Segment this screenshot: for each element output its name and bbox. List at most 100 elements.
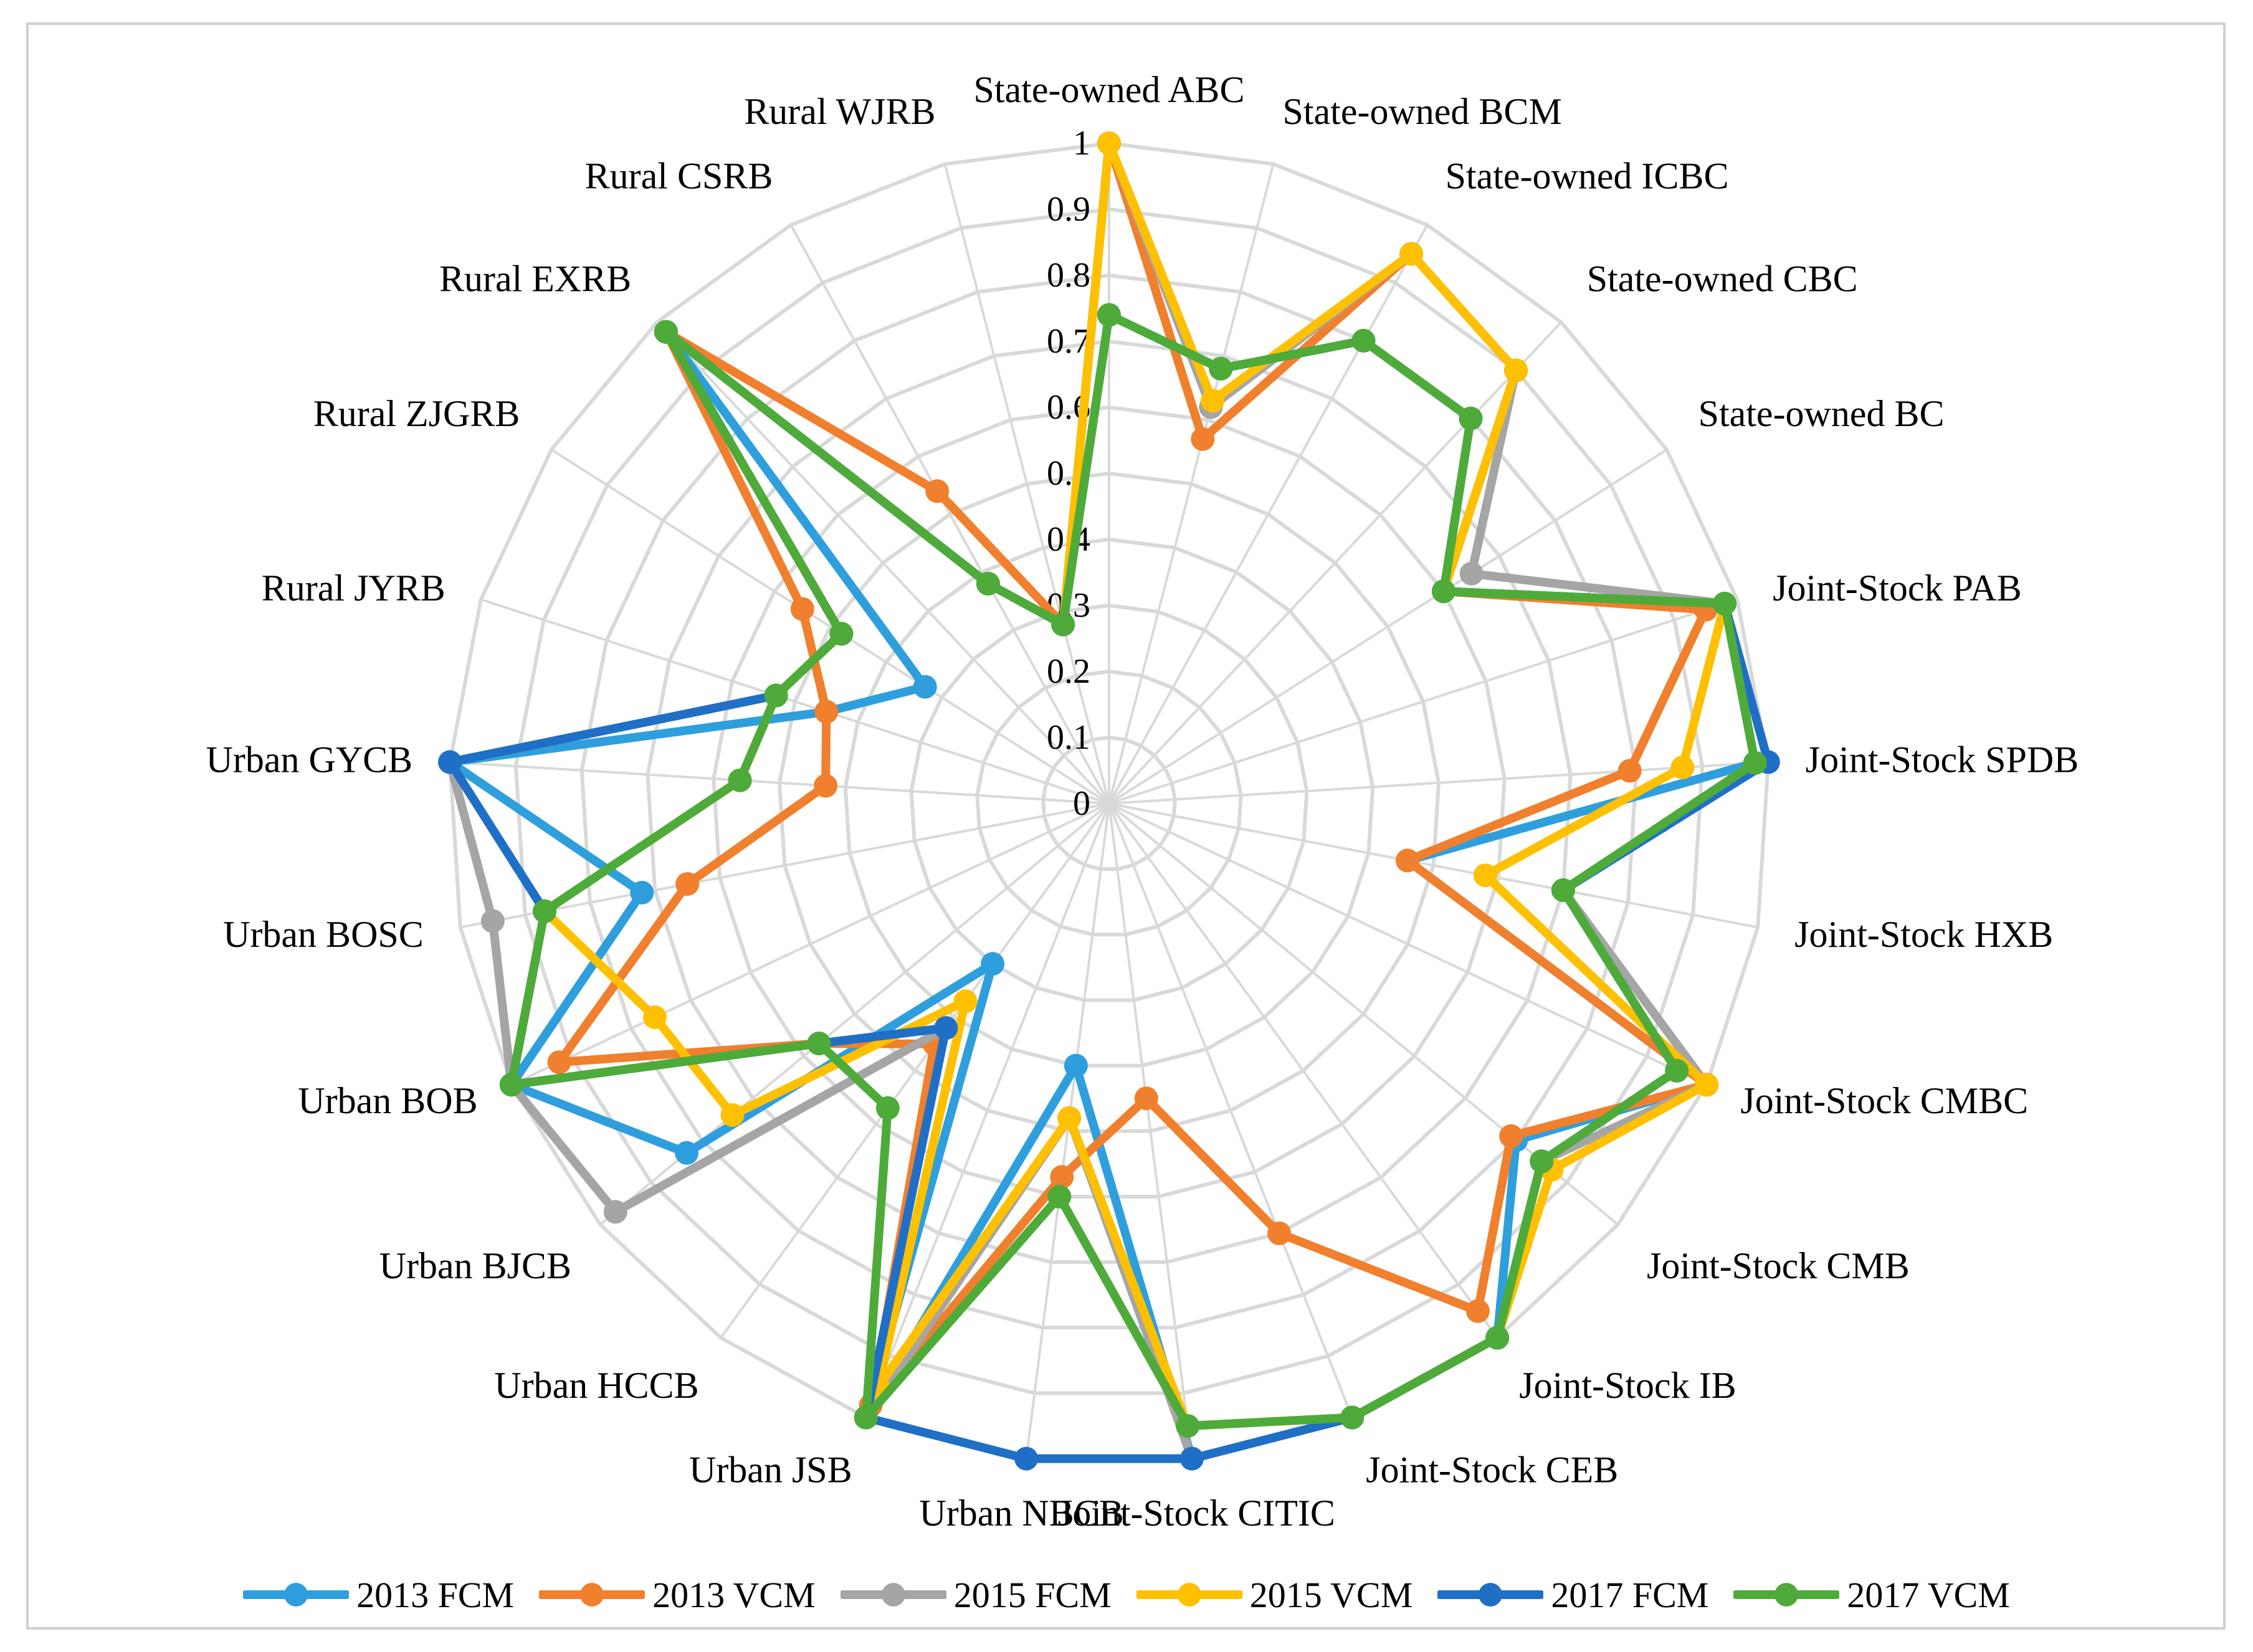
category-label: State-owned CBC [1587,259,1858,300]
legend-item: 2017 FCM [1437,1574,1708,1616]
legend-item: 2013 VCM [539,1574,816,1616]
tick-label: 0.8 [1047,256,1090,295]
data-point [480,909,505,933]
data-point [1176,1414,1200,1438]
spoke [1108,761,1769,805]
grid-ring-1 [1041,735,1177,871]
spoke [1108,802,1498,1339]
data-point [976,572,1000,596]
data-point [1047,1185,1072,1208]
legend-label: 2017 VCM [1847,1574,2010,1615]
data-point [875,1096,900,1120]
category-label: Joint-Stock SPDB [1806,739,2079,781]
data-point [1051,612,1075,637]
data-point [814,700,839,724]
data-point [1617,759,1642,783]
data-point [675,1141,699,1165]
data-point [1459,561,1484,586]
category-label: Urban BJCB [379,1245,571,1286]
spoke [789,224,1110,804]
tick-label: 0.2 [1047,652,1090,691]
data-point [1713,592,1736,615]
legend-swatch [1437,1583,1544,1607]
data-point [764,683,788,708]
category-label: Joint-Stock CITIC [1058,1493,1335,1534]
legend-item: 2015 FCM [840,1574,1112,1616]
spoke [1108,803,1354,1418]
data-point [1201,389,1225,413]
data-point [438,750,462,774]
data-point [1097,131,1121,155]
legend-item: 2017 VCM [1733,1574,2010,1616]
series-layer [438,131,1780,1471]
data-point [981,952,1005,976]
legend-dot [1177,1583,1201,1607]
spoke [460,802,1110,929]
category-label: Urban BOSC [223,914,424,955]
legend-swatch [840,1583,946,1607]
legend-item: 2013 FCM [243,1574,514,1616]
legend-label: 2013 VCM [652,1574,816,1615]
data-point [547,1050,571,1075]
legend-dot [284,1583,308,1607]
data-point [1064,1053,1088,1078]
category-label: Rural ZJGRB [313,393,520,434]
data-point [829,622,854,646]
spoke [864,803,1110,1418]
legend-dot [881,1583,905,1607]
spoke [1108,802,1707,1086]
spoke [511,802,1110,1086]
data-point [603,1200,627,1224]
legend-swatch [539,1583,645,1607]
data-point [1743,751,1767,775]
data-point [1191,427,1215,451]
data-point [854,1405,878,1430]
legend-swatch [1733,1583,1840,1607]
category-label: Joint-Stock PAB [1773,567,2022,609]
data-point [1459,406,1483,430]
data-point [925,479,950,503]
data-point [643,1005,667,1029]
data-point [913,675,937,699]
tick-label: 0.7 [1047,322,1090,361]
category-label: Urban HCCB [494,1365,698,1406]
spoke [720,802,1110,1339]
category-label: Urban GYCB [206,739,413,781]
data-point [1134,1086,1158,1111]
data-point [1209,356,1233,381]
category-label: Rural JYRB [262,567,445,609]
data-point [953,989,978,1014]
grid-ring-4 [843,537,1375,1068]
grid-ring-8 [579,273,1639,1330]
category-label: Joint-Stock CEB [1366,1449,1618,1490]
legend-label: 2015 FCM [953,1574,1112,1615]
grid-ring-9 [513,207,1705,1395]
data-point [1432,579,1455,604]
spoke [1025,803,1110,1459]
grid-ring-7 [645,339,1573,1265]
spoke [1108,449,1668,805]
category-label: Joint-Stock CMB [1647,1245,1910,1286]
category-label: Rural EXRB [439,259,631,300]
spoke [1108,224,1429,804]
data-point [728,768,752,792]
spoke [655,321,1110,805]
spoke [1108,802,1758,929]
grid-ring-2 [975,669,1243,937]
grid-ring-3 [909,603,1309,1002]
legend: 2013 FCM 2013 VCM 2015 FCM 2015 VCM 2017 FCM… [0,1570,2253,1620]
data-point [807,1032,831,1056]
category-label: State-owned ABC [974,69,1245,110]
data-point [1399,242,1424,266]
data-point [1050,1165,1074,1189]
data-point [1396,848,1419,873]
legend-dot [1774,1583,1799,1607]
series-line [507,310,1760,1431]
data-point [499,1073,523,1097]
data-point [1351,328,1376,353]
data-point [1473,863,1497,888]
data-point [1097,303,1121,327]
data-point [1465,1299,1490,1323]
spoke [480,598,1110,805]
data-point [1695,1073,1719,1097]
